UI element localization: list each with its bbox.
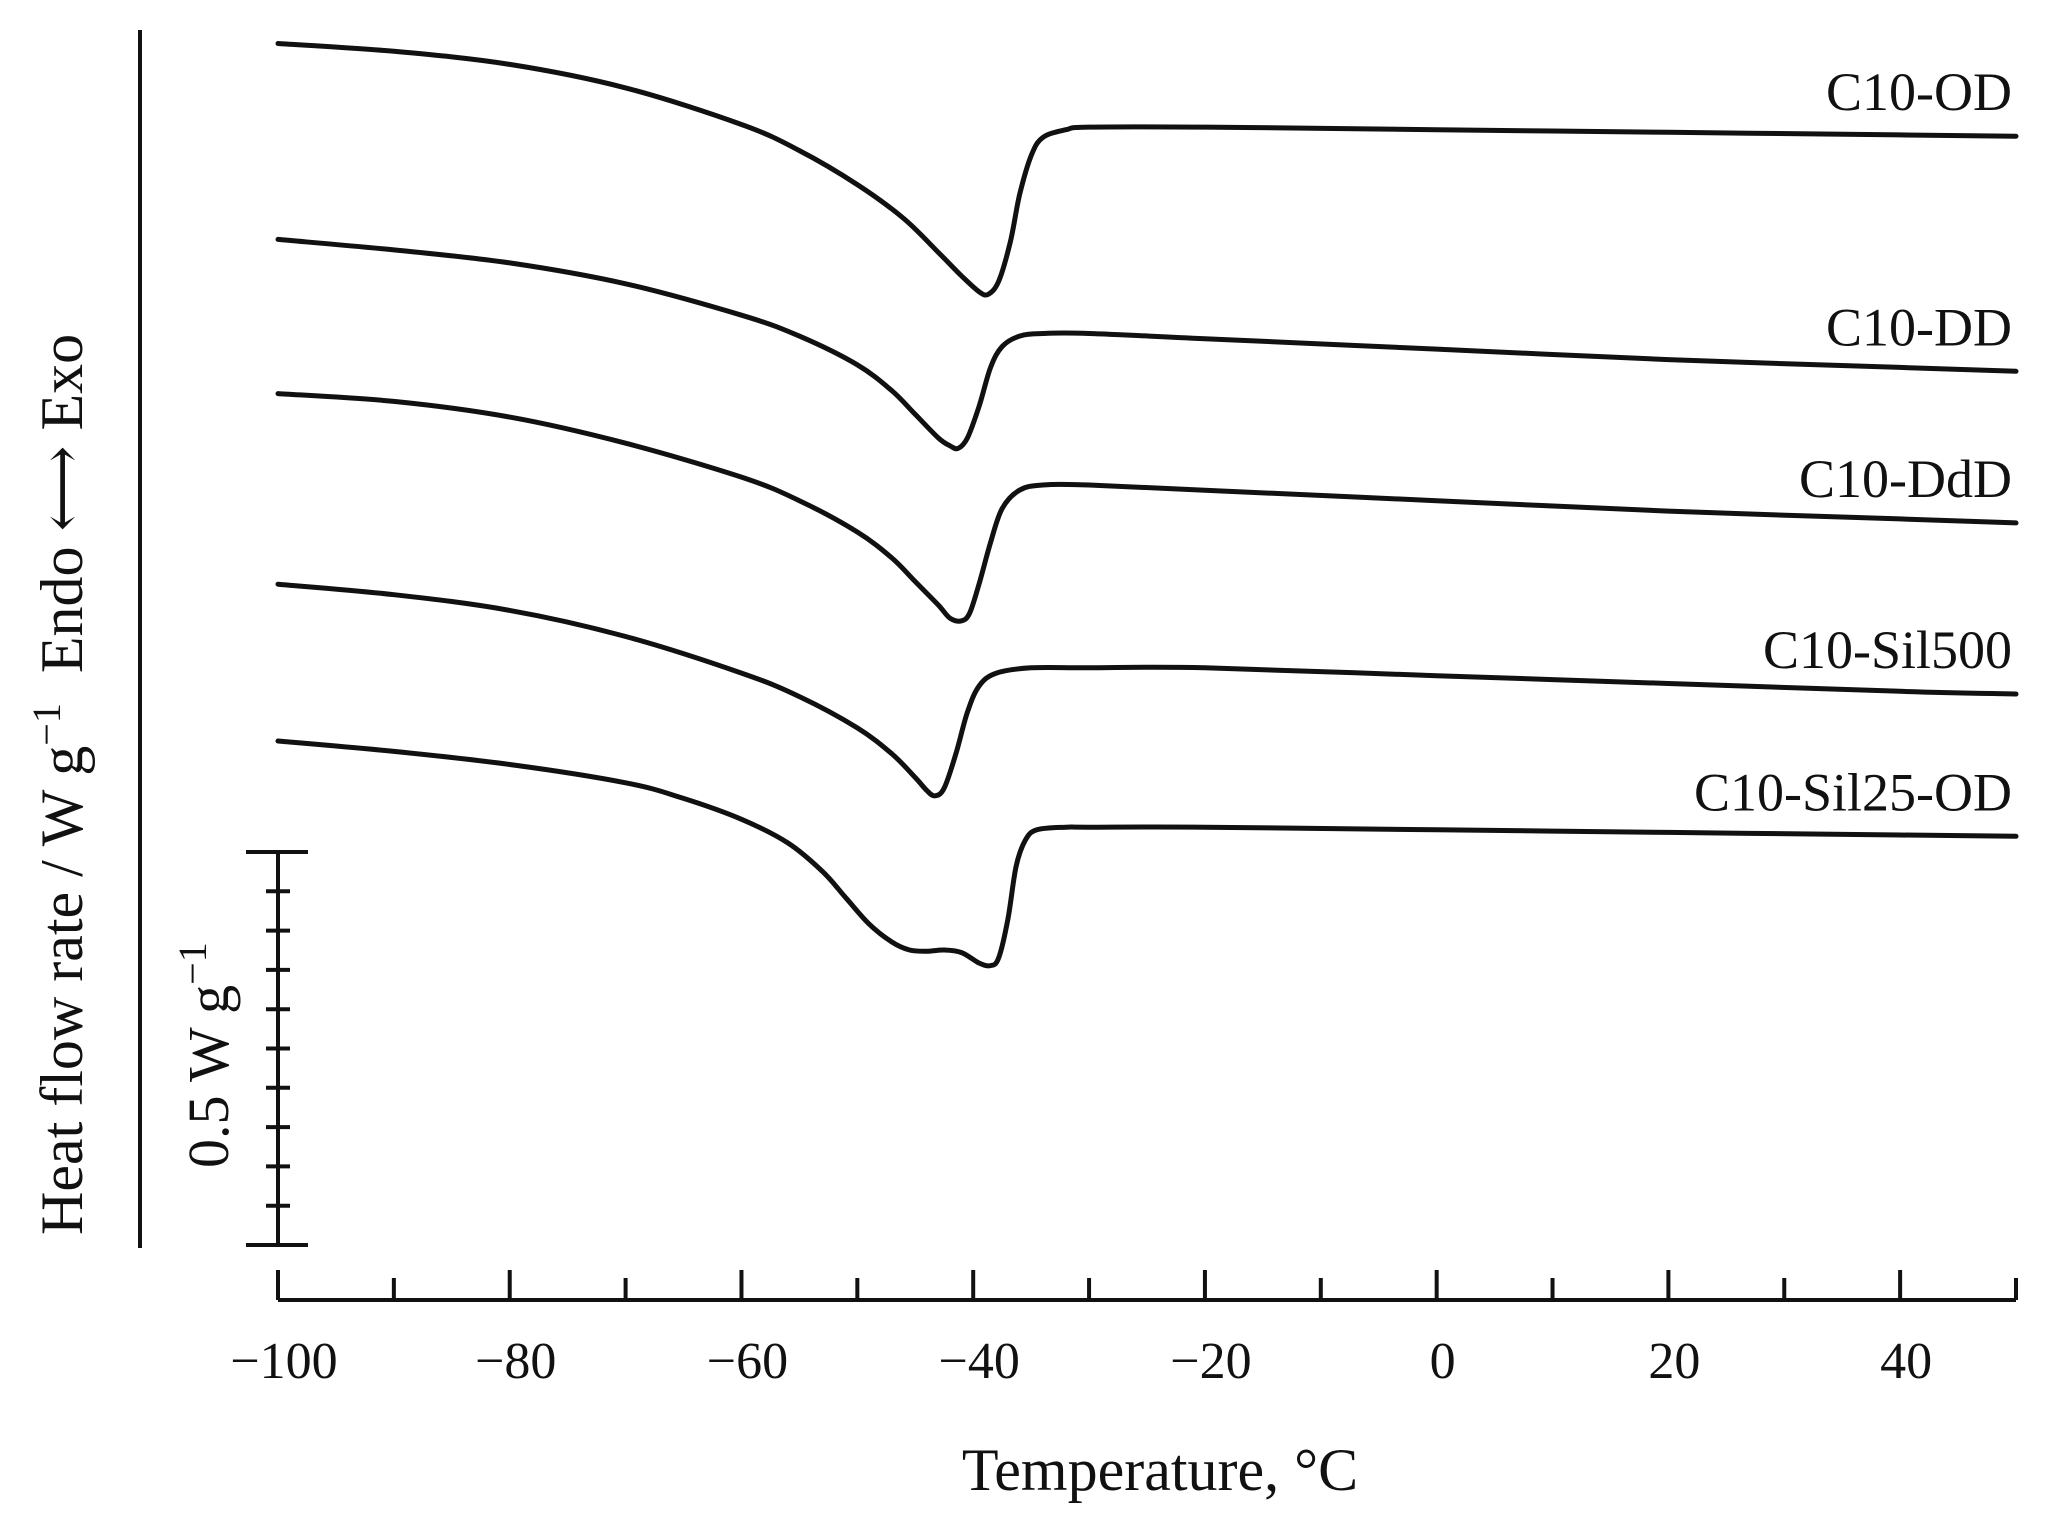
x-axis-title: Temperature, °C	[962, 1437, 1358, 1503]
series-line-2	[275, 236, 2019, 452]
series-label-3: C10-DdD	[1799, 449, 2012, 509]
scale-bar-label-superscript: −1	[170, 942, 215, 985]
y-axis-exo: Exo	[29, 334, 95, 431]
series-line-5	[275, 738, 2019, 969]
x-axis: −100 −80 −60 −40 −20 0 20 40	[230, 1270, 2018, 1390]
y-axis-title: Heat flow rate / W g−1 Endo ⟷ Exo	[24, 334, 95, 1235]
series-line-1	[275, 41, 2019, 298]
x-tick-label: 40	[1880, 1333, 1932, 1390]
series-label-2: C10-DD	[1826, 297, 2012, 357]
scale-bar-label-text: 0.5 W g	[176, 985, 241, 1168]
y-axis-title-text: Heat flow rate / W g	[29, 746, 95, 1235]
x-tick-label: −80	[475, 1333, 556, 1390]
x-tick-label: −40	[939, 1333, 1020, 1390]
x-tick-label: −60	[707, 1333, 788, 1390]
x-tick-label: 0	[1430, 1333, 1456, 1390]
series-label-4: C10-Sil500	[1763, 620, 2012, 680]
series-label-5: C10-Sil25-OD	[1694, 762, 2012, 822]
series-line-4	[275, 581, 2019, 799]
series-line-3	[275, 391, 2019, 624]
series-group: C10-OD C10-DD C10-DdD C10-Sil500 C10-Sil25-O…	[275, 41, 2019, 969]
scale-bar	[246, 850, 308, 1247]
series-label-1: C10-OD	[1826, 62, 2012, 122]
y-axis-endo: Endo	[29, 546, 95, 673]
x-tick-label: −100	[230, 1333, 337, 1390]
x-tick-label: −20	[1170, 1333, 1251, 1390]
scale-bar-label: 0.5 W g−1	[170, 942, 241, 1168]
y-axis-title-superscript: −1	[24, 703, 69, 746]
x-tick-label: 20	[1648, 1333, 1700, 1390]
y-axis-arrow: ⟷	[29, 445, 95, 531]
